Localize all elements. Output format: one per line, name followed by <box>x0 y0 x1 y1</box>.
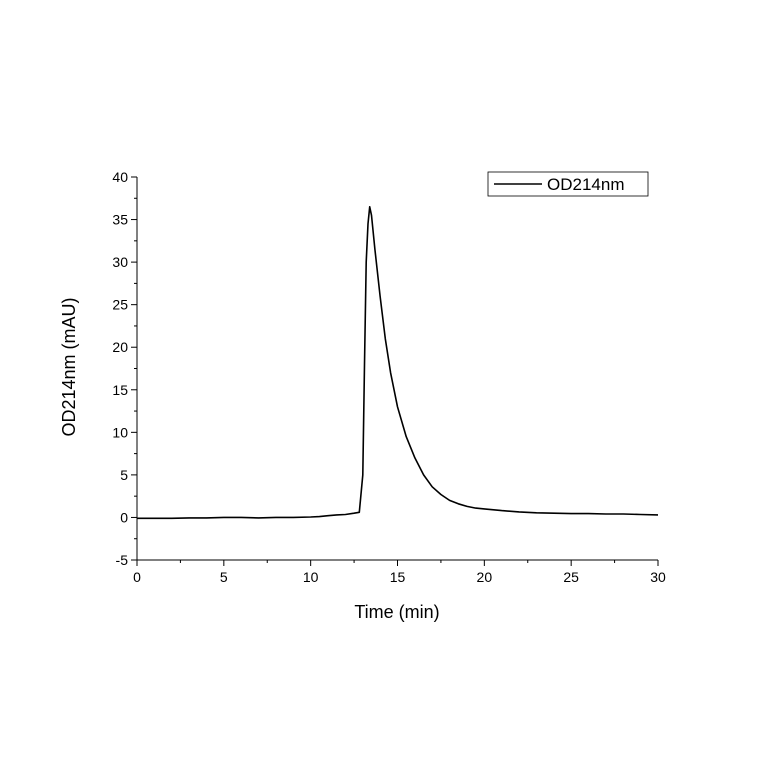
y-tick-label: 5 <box>120 467 128 483</box>
series-line-od214nm <box>137 206 659 520</box>
x-tick-label: 10 <box>303 569 319 585</box>
axes <box>136 177 658 561</box>
y-tick-label: 40 <box>112 169 128 185</box>
y-tick-label: 0 <box>120 509 128 525</box>
y-tick-label: 15 <box>112 382 128 398</box>
y-axis-title: OD214nm (mAU) <box>59 297 79 436</box>
legend: OD214nm <box>487 171 649 197</box>
y-tick-label: 25 <box>112 297 128 313</box>
x-tick-label: 5 <box>220 569 228 585</box>
x-tick-label: 15 <box>390 569 406 585</box>
series-layer <box>137 206 659 520</box>
y-tick-label: 10 <box>112 424 128 440</box>
x-tick-label: 0 <box>133 569 141 585</box>
y-tick-label: 20 <box>112 339 128 355</box>
y-tick-label: 35 <box>112 212 128 228</box>
x-axis-title: Time (min) <box>354 602 439 622</box>
x-tick-label: 20 <box>477 569 493 585</box>
y-tick-label: 30 <box>112 254 128 270</box>
x-tick-label: 30 <box>650 569 666 585</box>
legend-label: OD214nm <box>547 175 624 194</box>
x-tick-label: 25 <box>563 569 579 585</box>
y-tick-label: -5 <box>116 552 129 568</box>
